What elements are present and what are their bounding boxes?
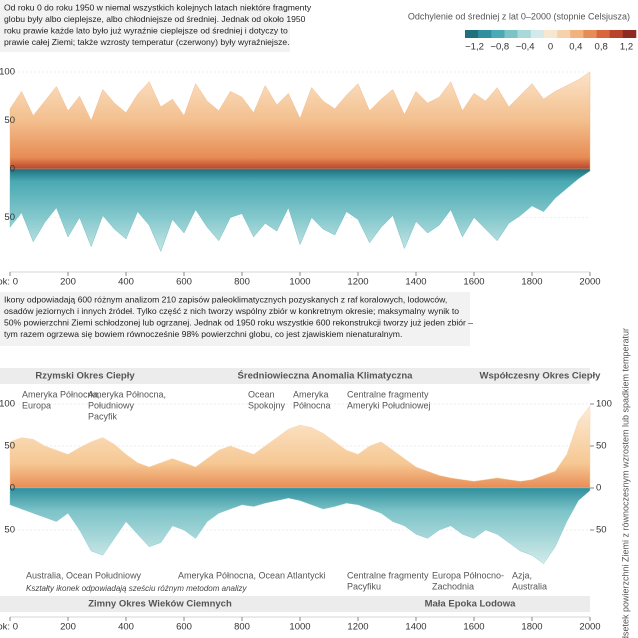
colorbar-tick-label: 0,8 — [595, 42, 608, 53]
x-tick-label: 1600 — [463, 277, 484, 288]
annotation: Północna — [293, 400, 331, 410]
x-tick-label: 1000 — [289, 622, 310, 633]
annotation: Spokojny — [248, 400, 286, 410]
description-line: tym razem ogrzewa się bowiem równocześni… — [4, 329, 402, 339]
colorbar-swatch — [570, 30, 584, 38]
y-tick-label: 0 — [10, 164, 15, 175]
x-tick-label: 1800 — [521, 277, 542, 288]
colorbar-swatch — [557, 30, 571, 38]
y2-axis-label: Odsetek powierzchni Ziemi z równoczesnym… — [620, 328, 630, 638]
annotation: Australia — [512, 581, 547, 591]
area — [9, 487, 591, 564]
y-tick-label: 0 — [10, 483, 15, 494]
x-tick-label: 1200 — [347, 277, 368, 288]
annotation: Ocean — [248, 389, 275, 399]
x-tick-label: 400 — [118, 622, 134, 633]
colorbar-swatch — [478, 30, 492, 38]
x-tick-label: Rok: 0 — [0, 622, 18, 633]
annotation: Ameryka Północna, — [88, 389, 166, 399]
area — [9, 168, 591, 252]
annotation: Pacyfik — [88, 411, 118, 421]
x-tick-label: 1800 — [521, 622, 542, 633]
y2-tick-label: 0 — [596, 483, 601, 494]
x-tick-label: 2000 — [579, 622, 600, 633]
colorbar-tick-label: 0 — [548, 42, 553, 53]
colorbar-tick-label: 0,4 — [569, 42, 582, 53]
colorbar-swatch — [609, 30, 624, 38]
colorbar-swatch — [543, 30, 558, 38]
colorbar-swatch — [491, 30, 505, 38]
x-tick-label: 600 — [176, 622, 192, 633]
x-tick-label: 600 — [176, 277, 192, 288]
description-line: prawie całej Ziemi; także wzrosty temper… — [4, 37, 290, 47]
annotation: Ameryka Północna, Ocean Atlantycki — [178, 570, 326, 580]
annotation: Ameryka — [293, 389, 329, 399]
y-tick-label: 50 — [4, 212, 15, 223]
colorbar-tick-label: 1,2 — [620, 42, 633, 53]
y-tick-label: 50 — [4, 441, 15, 452]
x-tick-label: 200 — [60, 277, 76, 288]
y-tick-label: 100 — [0, 399, 15, 410]
y2-tick-label: 100 — [596, 399, 612, 410]
x-tick-label: 1000 — [289, 277, 310, 288]
x-tick-label: 1200 — [347, 622, 368, 633]
text-panel — [0, 292, 470, 346]
annotation: Azja, — [512, 570, 532, 580]
colorbar-swatch — [465, 30, 479, 38]
annotation: Zachodnia — [432, 581, 474, 591]
period-band — [0, 596, 590, 612]
y-tick-label: 50 — [4, 525, 15, 536]
y-tick-label: 100 — [0, 67, 15, 78]
annotation: Australia, Ocean Południowy — [26, 570, 142, 580]
x-tick-label: 1400 — [405, 622, 426, 633]
y2-tick-label: 50 — [596, 525, 607, 536]
x-tick-label: 800 — [234, 277, 250, 288]
x-tick-label: 1600 — [463, 622, 484, 633]
period-label: Mała Epoka Lodowa — [425, 599, 517, 610]
x-tick-label: 200 — [60, 622, 76, 633]
x-tick-label: 2000 — [579, 277, 600, 288]
period-band — [0, 368, 590, 384]
description-line: Od roku 0 do roku 1950 w niemal wszystki… — [4, 2, 312, 12]
y-tick-label: 50 — [4, 115, 15, 126]
note: Kształty ikonek odpowiadają sześciu różn… — [26, 584, 248, 593]
x-tick-label: 400 — [118, 277, 134, 288]
colorbar-swatch — [596, 30, 610, 38]
colorbar-swatch — [530, 30, 545, 38]
text-panel — [0, 0, 290, 52]
description-line: globu były albo cieplejsze, albo chłodni… — [4, 14, 306, 24]
annotation: Europa Północno- — [432, 570, 504, 580]
colorbar-tick-label: −0,8 — [490, 42, 509, 53]
colorbar-swatch — [622, 30, 637, 38]
area — [9, 405, 591, 489]
colorbar-tick-label: −0,4 — [516, 42, 535, 53]
annotation: Centralne fragmenty — [347, 389, 429, 399]
area — [9, 71, 591, 170]
annotation: Południowy — [88, 400, 135, 410]
x-tick-label: 1400 — [405, 277, 426, 288]
colorbar-title: Odchylenie od średniej z lat 0–2000 (sto… — [408, 11, 630, 21]
annotation: Europa — [22, 400, 51, 410]
description-line: roku prawie każde lato było już wyraźnie… — [4, 25, 288, 35]
x-tick-label: Rok: 0 — [0, 277, 18, 288]
description-line: Ikony odpowiadają 600 różnym analizom 21… — [4, 294, 447, 304]
period-label: Współczesny Okres Ciepły — [480, 371, 602, 382]
annotation: Centralne fragmenty — [347, 570, 429, 580]
y2-tick-label: 50 — [596, 441, 607, 452]
colorbar-swatch — [504, 30, 518, 38]
annotation: Ameryki Południowej — [347, 400, 431, 410]
description-line: 50% powierzchni Ziemi schłodzonej lub og… — [4, 317, 473, 327]
period-label: Zimny Okres Wieków Ciemnych — [88, 599, 232, 610]
period-label: Rzymski Okres Ciepły — [35, 371, 135, 382]
description-line: osadów jeziornych i innych źródeł. Tylko… — [4, 306, 459, 316]
colorbar-tick-label: −1,2 — [465, 42, 484, 53]
colorbar-swatch — [583, 30, 597, 38]
annotation: Ameryka Północna, — [22, 389, 100, 399]
period-label: Średniowieczna Anomalia Klimatyczna — [238, 370, 414, 382]
x-tick-label: 800 — [234, 622, 250, 633]
colorbar-swatch — [517, 30, 532, 38]
annotation: Pacyfiku — [347, 581, 381, 591]
